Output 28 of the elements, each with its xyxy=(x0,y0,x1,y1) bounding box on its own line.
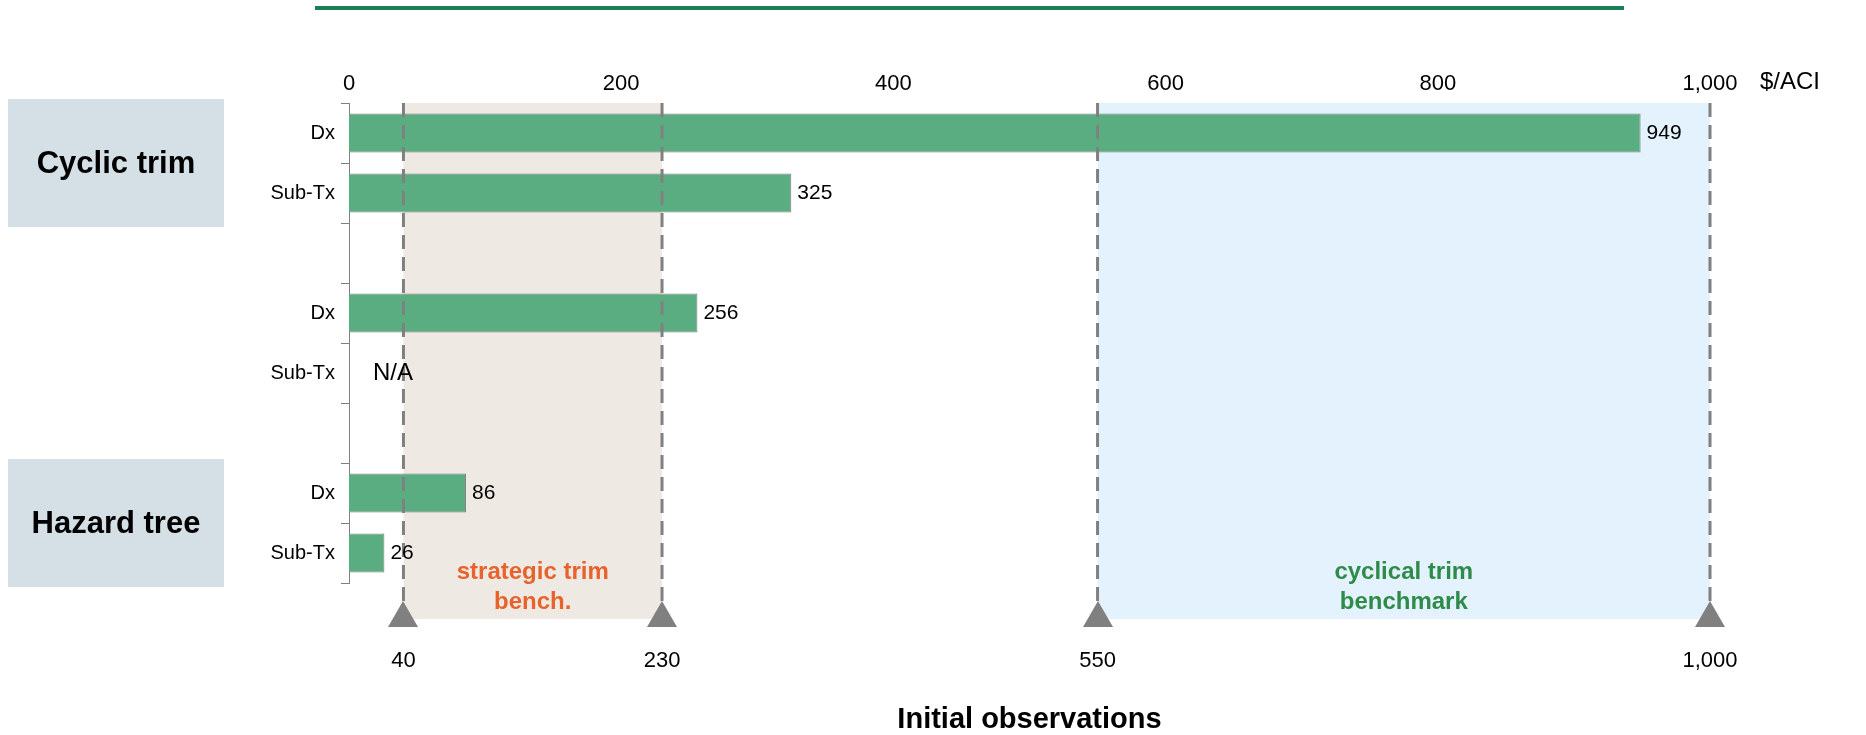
band-label: strategic trim bench. xyxy=(456,556,609,614)
ref-line-label: 40 xyxy=(391,647,416,673)
y-tick-label: Dx xyxy=(310,480,335,503)
x-tick-label: 1,000 xyxy=(1682,69,1738,95)
ref-line-label: 550 xyxy=(1079,647,1116,673)
data-label: 256 xyxy=(703,299,739,323)
data-label: 949 xyxy=(1646,119,1682,143)
y-tick-label: Sub-Tx xyxy=(270,180,335,203)
x-tick-label: 0 xyxy=(342,69,356,95)
text: Hazard tree xyxy=(8,459,224,587)
x-tick-label: 800 xyxy=(1419,69,1457,95)
band-label: cyclical trim benchmark xyxy=(1334,556,1474,614)
data-label: 325 xyxy=(797,179,833,203)
y-tick-label: Dx xyxy=(310,120,335,143)
text: N/A xyxy=(373,357,414,385)
data-label: 26 xyxy=(390,539,414,563)
y-tick-label: Sub-Tx xyxy=(270,360,335,383)
x-tick-label: 400 xyxy=(875,69,912,95)
data-label: 86 xyxy=(472,479,496,503)
ref-line-label: 230 xyxy=(643,647,681,673)
text: Initial observations xyxy=(897,702,1162,734)
y-tick-label: Sub-Tx xyxy=(270,540,335,563)
x-tick-label: 600 xyxy=(1147,69,1184,95)
text: Cyclic trim xyxy=(8,99,224,227)
y-tick-label: Dx xyxy=(310,300,335,323)
ref-line-label: 1,000 xyxy=(1682,647,1738,673)
x-axis-title: $/ACI xyxy=(1760,66,1821,94)
x-tick-label: 200 xyxy=(602,69,640,95)
